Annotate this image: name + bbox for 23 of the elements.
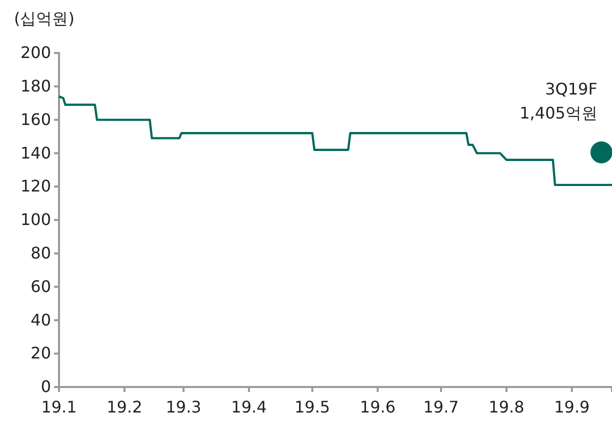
x-tick-label: 19.4: [231, 398, 267, 417]
y-axis-title: (십억원): [14, 9, 74, 28]
y-tick-label: 20: [30, 344, 51, 363]
x-tick-label: 19.9: [554, 398, 590, 417]
line-series: [58, 95, 612, 186]
y-tick-label: 180: [20, 76, 51, 96]
y-tick-label: 0: [40, 377, 51, 396]
x-tick-label: 19.7: [423, 398, 459, 417]
x-tick-label: 19.1: [41, 398, 77, 417]
y-tick-label: 100: [20, 210, 51, 230]
y-tick-label: 200: [20, 43, 51, 62]
y-tick-label: 160: [20, 110, 51, 129]
x-tick-label: 19.8: [488, 398, 524, 417]
annotation: 3Q19F 1,405억원: [520, 79, 598, 122]
x-tick-label: 19.5: [294, 398, 330, 417]
y-tick-label: 60: [30, 276, 51, 296]
y-tick-label: 80: [30, 244, 51, 263]
y-tick-label: 120: [20, 176, 51, 196]
y-tick-label: 140: [20, 143, 51, 162]
y-tick-label: 40: [30, 310, 51, 330]
x-tick-label: 19.2: [106, 398, 142, 417]
x-tick-label: 19.3: [166, 398, 202, 417]
x-tick-label: 19.6: [360, 398, 396, 417]
